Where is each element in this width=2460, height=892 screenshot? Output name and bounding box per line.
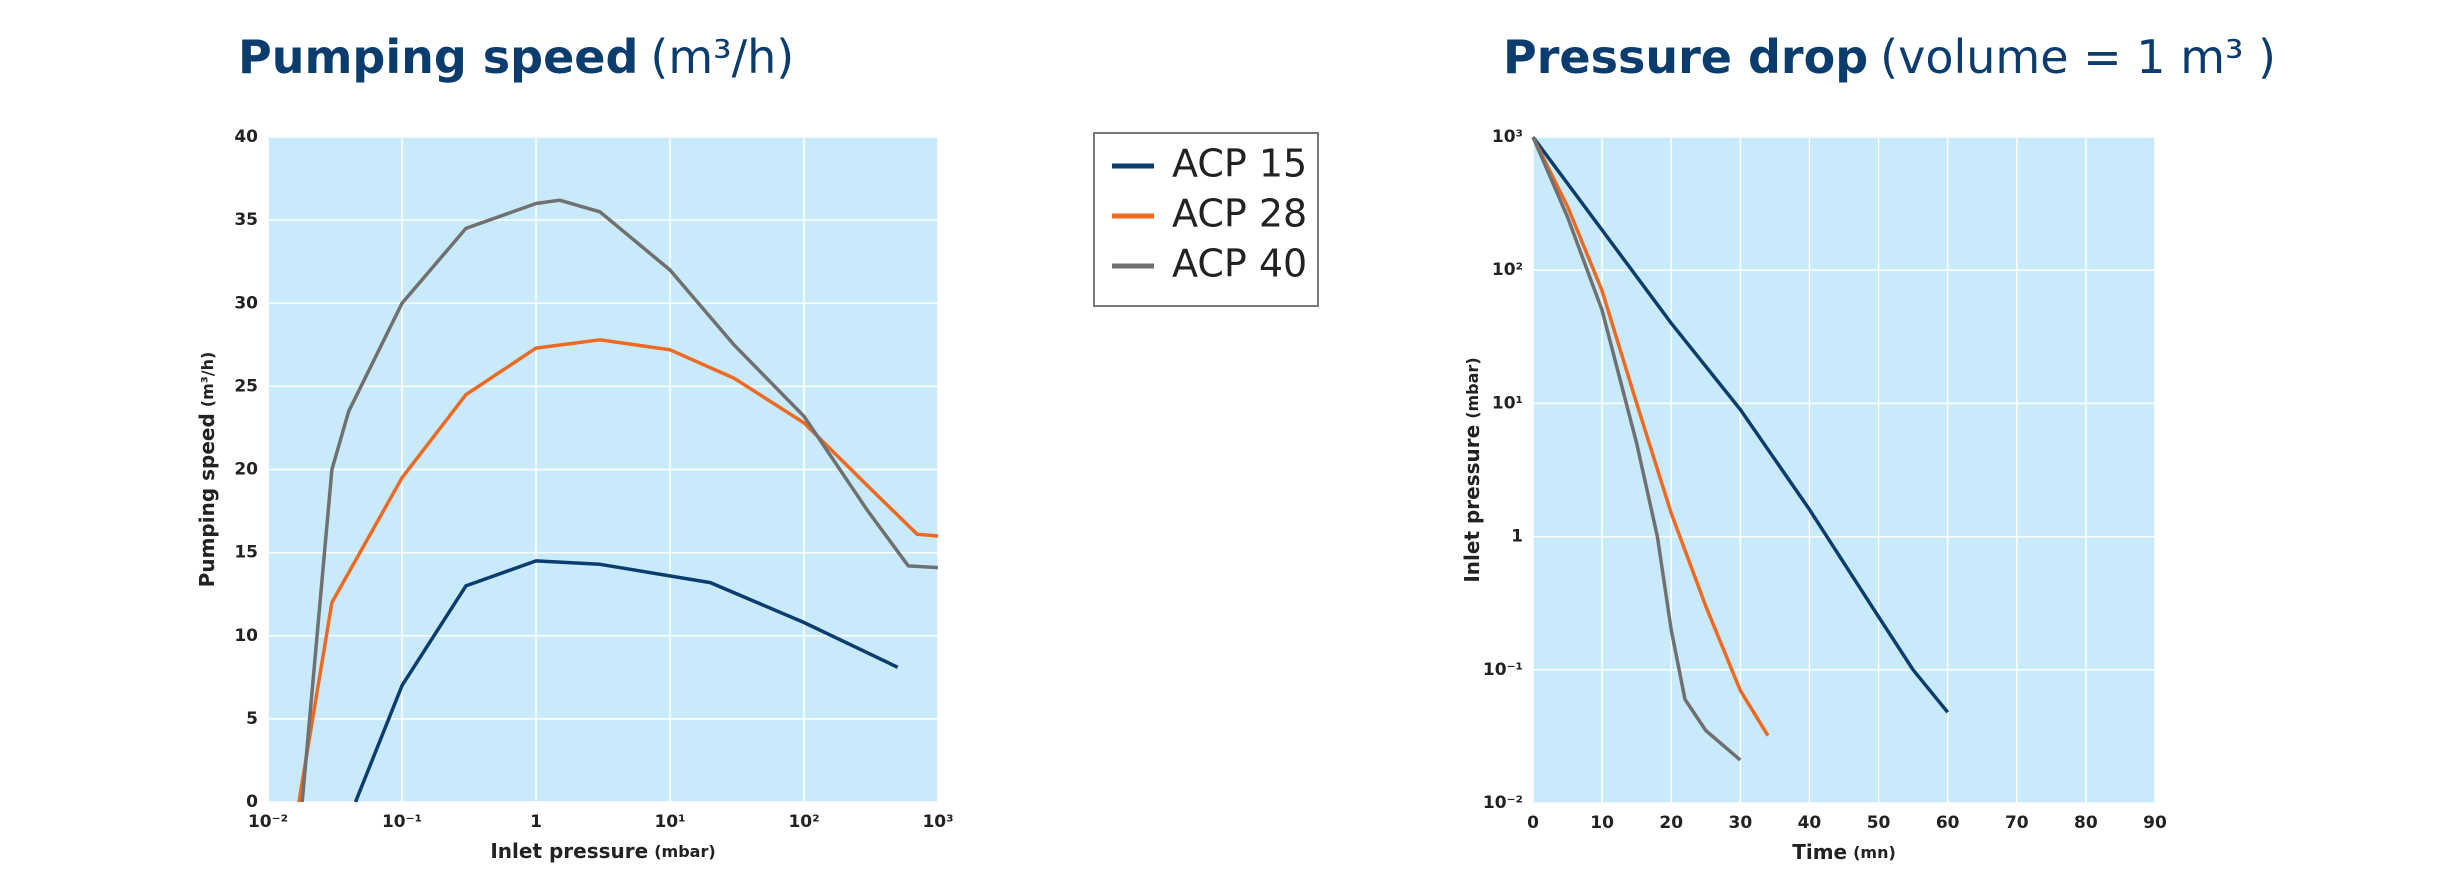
title-unit: (volume = 1 m³ ) xyxy=(1880,30,2276,84)
y-tick-label: 1 xyxy=(1511,527,1523,547)
y-label: Pumping speed xyxy=(195,413,219,587)
series-line xyxy=(300,198,939,803)
legend-label: ACP 15 xyxy=(1172,142,1307,186)
title-main: Pressure drop xyxy=(1503,30,1868,84)
y-tick-label: 40 xyxy=(234,127,258,147)
x-tick-label: 70 xyxy=(2005,813,2029,833)
y-axis-label: Inlet pressure (mbar) xyxy=(1460,357,1484,582)
chart-title: Pressure drop (volume = 1 m³ ) xyxy=(1503,30,2276,84)
x-tick-label: 60 xyxy=(1936,813,1960,833)
x-tick-label: 90 xyxy=(2143,813,2167,833)
x-tick-label: 10 xyxy=(1590,813,1614,833)
x-axis-label: Time (mn) xyxy=(1792,840,1896,864)
x-label: Time xyxy=(1792,840,1847,864)
y-tick-label: 35 xyxy=(234,210,258,230)
y-unit: (mbar) xyxy=(1463,357,1482,418)
title-main: Pumping speed xyxy=(238,30,638,84)
y-tick-label: 5 xyxy=(246,709,258,729)
x-tick-label: 10¹ xyxy=(654,812,685,832)
x-tick-label: 20 xyxy=(1659,813,1683,833)
x-axis-label: Inlet pressure (mbar) xyxy=(490,839,715,863)
y-tick-label: 30 xyxy=(234,293,258,313)
series-line xyxy=(353,559,899,803)
series-line xyxy=(1531,136,1770,737)
y-tick-label: 10⁻¹ xyxy=(1483,660,1523,680)
y-tick-label: 10⁻² xyxy=(1483,793,1523,813)
x-tick-label: 50 xyxy=(1867,813,1891,833)
series-line xyxy=(297,338,939,803)
y-tick-label: 10³ xyxy=(1492,127,1523,147)
x-tick-label: 80 xyxy=(2074,813,2098,833)
legend-box xyxy=(1093,132,1319,307)
y-tick-label: 10² xyxy=(1492,260,1523,280)
legend-label: ACP 40 xyxy=(1172,242,1307,286)
y-tick-label: 10¹ xyxy=(1492,393,1523,413)
y-tick-label: 25 xyxy=(234,376,258,396)
series-line xyxy=(1531,135,1950,714)
y-tick-label: 10 xyxy=(234,626,258,646)
x-unit: (mbar) xyxy=(654,842,715,861)
x-tick-label: 40 xyxy=(1798,813,1822,833)
series-line xyxy=(1531,136,1742,762)
x-tick-label: 30 xyxy=(1728,813,1752,833)
x-tick-label: 10⁻¹ xyxy=(382,812,422,832)
y-tick-label: 20 xyxy=(234,460,258,480)
x-unit: (mn) xyxy=(1853,843,1896,862)
y-label: Inlet pressure xyxy=(1460,425,1484,583)
x-tick-label: 10⁻² xyxy=(248,812,288,832)
chart-title: Pumping speed (m³/h) xyxy=(238,30,794,84)
legend-label: ACP 28 xyxy=(1172,192,1307,236)
x-tick-label: 10² xyxy=(788,812,819,832)
x-tick-label: 10³ xyxy=(922,812,953,832)
plot-area xyxy=(1533,137,2155,803)
x-tick-label: 1 xyxy=(530,812,542,832)
x-label: Inlet pressure xyxy=(490,839,648,863)
title-unit: (m³/h) xyxy=(650,30,794,84)
y-tick-label: 15 xyxy=(234,543,258,563)
y-tick-label: 0 xyxy=(246,792,258,812)
y-unit: (m³/h) xyxy=(198,352,217,408)
y-axis-label: Pumping speed (m³/h) xyxy=(195,352,219,588)
x-tick-label: 0 xyxy=(1527,813,1539,833)
